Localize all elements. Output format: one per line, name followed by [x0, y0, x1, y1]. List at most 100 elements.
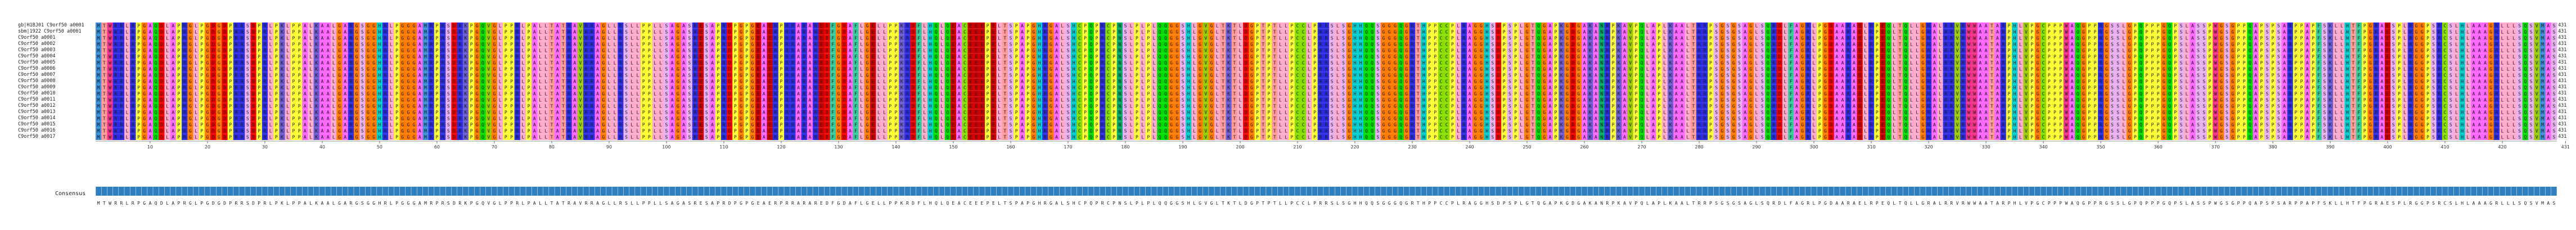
residue-letter: E [757, 61, 760, 66]
sequence-name[interactable]: C9orf50 a0006 [18, 66, 93, 72]
residue-column [342, 22, 349, 140]
residue-letter: G [1250, 24, 1253, 29]
residue-letter: V [1629, 42, 1632, 47]
residue-letter: P [1555, 36, 1557, 41]
residue-letter: S [1331, 42, 1334, 47]
residue-letter: S [2530, 67, 2533, 72]
residue-letter: R [2289, 42, 2291, 47]
residue-letter: A [2547, 61, 2550, 66]
residue-letter: G [1176, 36, 1178, 41]
residue-letter: G [1824, 36, 1827, 41]
residue-letter: P [2272, 73, 2275, 78]
sequence-name[interactable]: C9orf50 a0004 [18, 53, 93, 60]
residue-letter: A [1841, 61, 1844, 66]
residue-letter: Q [1089, 79, 1092, 84]
residue-letter: R [1101, 36, 1104, 41]
residue-letter: L [637, 73, 640, 78]
residue-letter: S [1067, 42, 1070, 47]
residue-letter: R [1870, 67, 1873, 72]
residue-letter: L [309, 30, 312, 35]
residue-letter: S [361, 73, 364, 78]
sequence-name[interactable]: C9orf50 a0012 [18, 103, 93, 109]
residue-letter: M [97, 67, 100, 72]
residue-letter: G [372, 85, 375, 91]
residue-letter: K [1618, 79, 1620, 84]
sequence-name[interactable]: C9orf50 a0003 [18, 47, 93, 53]
residue-letter: A [304, 36, 307, 41]
residue-letter: L [1520, 79, 1523, 84]
residue-letter: G [602, 61, 605, 66]
residue-letter: L [883, 24, 886, 29]
residue-letter: G [1480, 48, 1483, 53]
residue-letter: E [872, 55, 875, 60]
residue-letter: A [321, 85, 324, 91]
sequence-name[interactable]: C9orf50 a0013 [18, 109, 93, 115]
residue-letter: L [2340, 61, 2343, 66]
sequence-name[interactable]: C9orf50 a0009 [18, 84, 93, 91]
sequence-name[interactable]: C9orf50 a0008 [18, 78, 93, 84]
residue-column [1650, 22, 1656, 140]
sequence-name[interactable]: C9orf50 a0001 [18, 35, 93, 41]
residue-letter: R [430, 73, 433, 78]
residue-letter: L [499, 85, 502, 91]
residue-letter: L [631, 61, 633, 66]
residue-letter: P [395, 85, 398, 91]
residue-letter: A [418, 42, 421, 47]
residue-letter: S [1491, 30, 1494, 35]
residue-letter: R [568, 24, 570, 29]
residue-letter: G [2128, 24, 2131, 29]
sequence-name[interactable]: C9orf50 a0002 [18, 41, 93, 47]
sequence-name[interactable]: C9orf50 a0005 [18, 60, 93, 66]
residue-letter: E [2386, 30, 2389, 35]
residue-letter: S [2552, 36, 2555, 41]
residue-letter: E [981, 67, 984, 72]
residue-letter: G [2415, 42, 2418, 47]
sequence-name[interactable]: sbm|1922 C9orf50 a0001 [18, 29, 93, 35]
residue-letter: Q [1089, 42, 1092, 47]
residue-letter: V [1629, 48, 1632, 53]
residue-letter: P [1428, 48, 1431, 53]
sequence-name[interactable]: C9orf50 a0011 [18, 97, 93, 103]
residue-letter: P [137, 73, 140, 78]
residue-column [1208, 22, 1215, 140]
residue-letter: R [235, 24, 237, 29]
residue-letter: H [1187, 48, 1190, 53]
residue-letter: L [2466, 79, 2469, 84]
residue-letter: S [2323, 55, 2326, 60]
residue-letter: L [309, 48, 312, 53]
residue-letter: A [1652, 30, 1655, 35]
residue-letter: G [2105, 61, 2108, 66]
residue-column [325, 22, 331, 140]
residue-letter: D [843, 48, 846, 53]
residue-letter: S [2449, 30, 2452, 35]
sequence-name[interactable]: C9orf50 a0017 [18, 134, 93, 140]
residue-letter: P [137, 36, 140, 41]
residue-letter: R [1101, 42, 1104, 47]
sequence-name[interactable]: C9orf50 a0014 [18, 115, 93, 121]
sequence-name[interactable]: C9orf50 a0015 [18, 121, 93, 128]
residue-letter: A [1841, 30, 1844, 35]
residue-letter: G [1543, 42, 1546, 47]
sequence-name[interactable]: C9orf50 a0010 [18, 91, 93, 97]
residue-letter: D [1245, 24, 1248, 29]
residue-letter: G [1176, 24, 1178, 29]
residue-letter: K [1618, 48, 1620, 53]
residue-letter: S [361, 24, 364, 29]
sequence-name[interactable]: C9orf50 a0007 [18, 72, 93, 78]
residue-letter: P [470, 55, 473, 60]
residue-letter: A [573, 36, 576, 41]
residue-letter: A [1681, 73, 1683, 78]
residue-letter: D [1245, 36, 1248, 41]
residue-letter: C [1302, 24, 1305, 29]
residue-letter: A [418, 85, 421, 91]
residue-letter: L [924, 36, 926, 41]
residue-letter: L [1939, 67, 1942, 72]
residue-letter: P [1555, 73, 1557, 78]
sequence-name[interactable]: gb|H1BJ01 C9orf50 a0001 [18, 22, 93, 29]
sequence-name[interactable]: C9orf50 a0016 [18, 128, 93, 134]
residue-letter: P [895, 79, 898, 84]
residue-letter: L [1916, 67, 1919, 72]
residue-letter: V [1204, 30, 1207, 35]
residue-letter: S [1508, 79, 1511, 84]
residue-letter: L [1520, 55, 1523, 60]
